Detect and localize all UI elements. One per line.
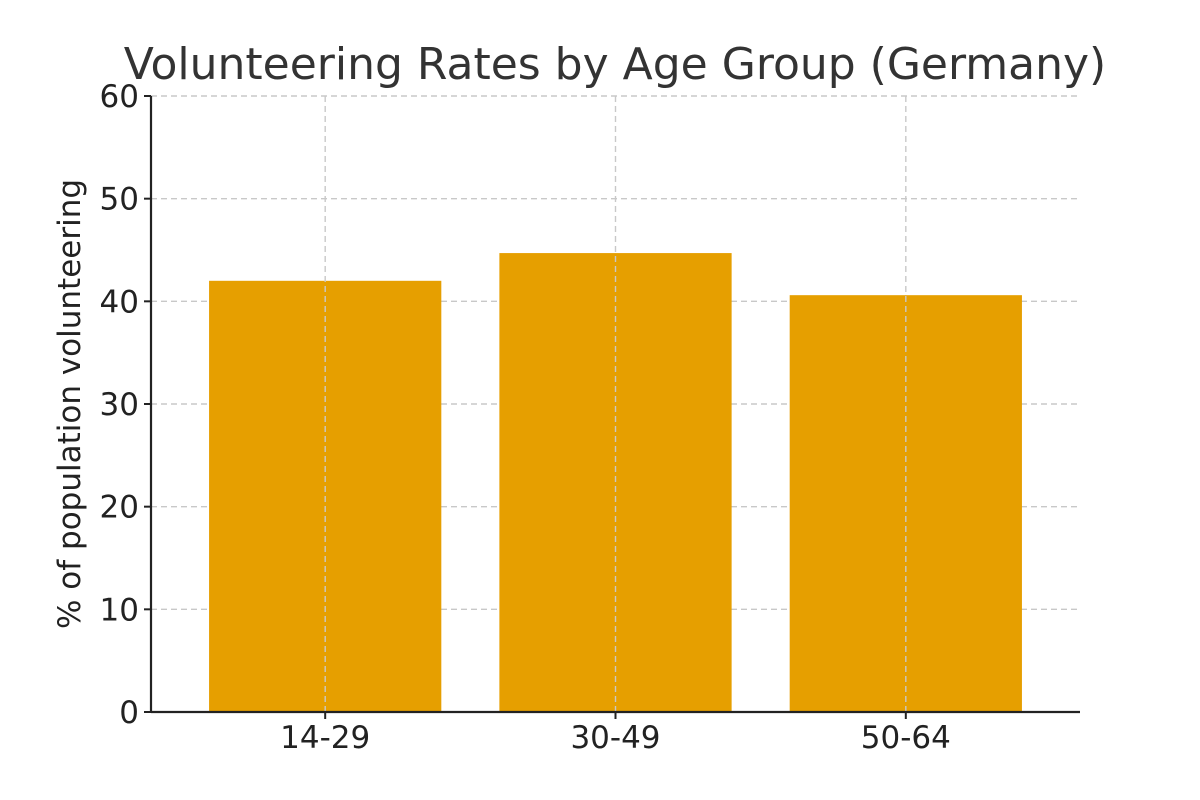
x-tick-label: 30-49 [570, 720, 660, 756]
y-tick-label: 10 [100, 592, 139, 628]
vertical-grid-lines [324, 96, 907, 712]
x-axis-ticks: 14-29 30-49 50-64 [280, 712, 951, 756]
x-tick-label: 14-29 [280, 720, 370, 756]
bar-50-64 [789, 295, 1022, 712]
y-tick-label: 50 [100, 182, 139, 218]
x-tick-label: 50-64 [861, 720, 951, 756]
y-tick-label: 40 [100, 284, 139, 320]
chart-title: Volunteering Rates by Age Group (Germany… [124, 39, 1106, 90]
y-tick-label: 30 [100, 387, 139, 423]
y-tick-label: 60 [100, 79, 139, 115]
y-tick-label: 0 [119, 695, 139, 731]
y-axis-label: % of population volunteering [52, 179, 88, 629]
y-axis-ticks: 0 10 20 30 40 50 60 [100, 79, 151, 731]
y-tick-label: 20 [100, 490, 139, 526]
